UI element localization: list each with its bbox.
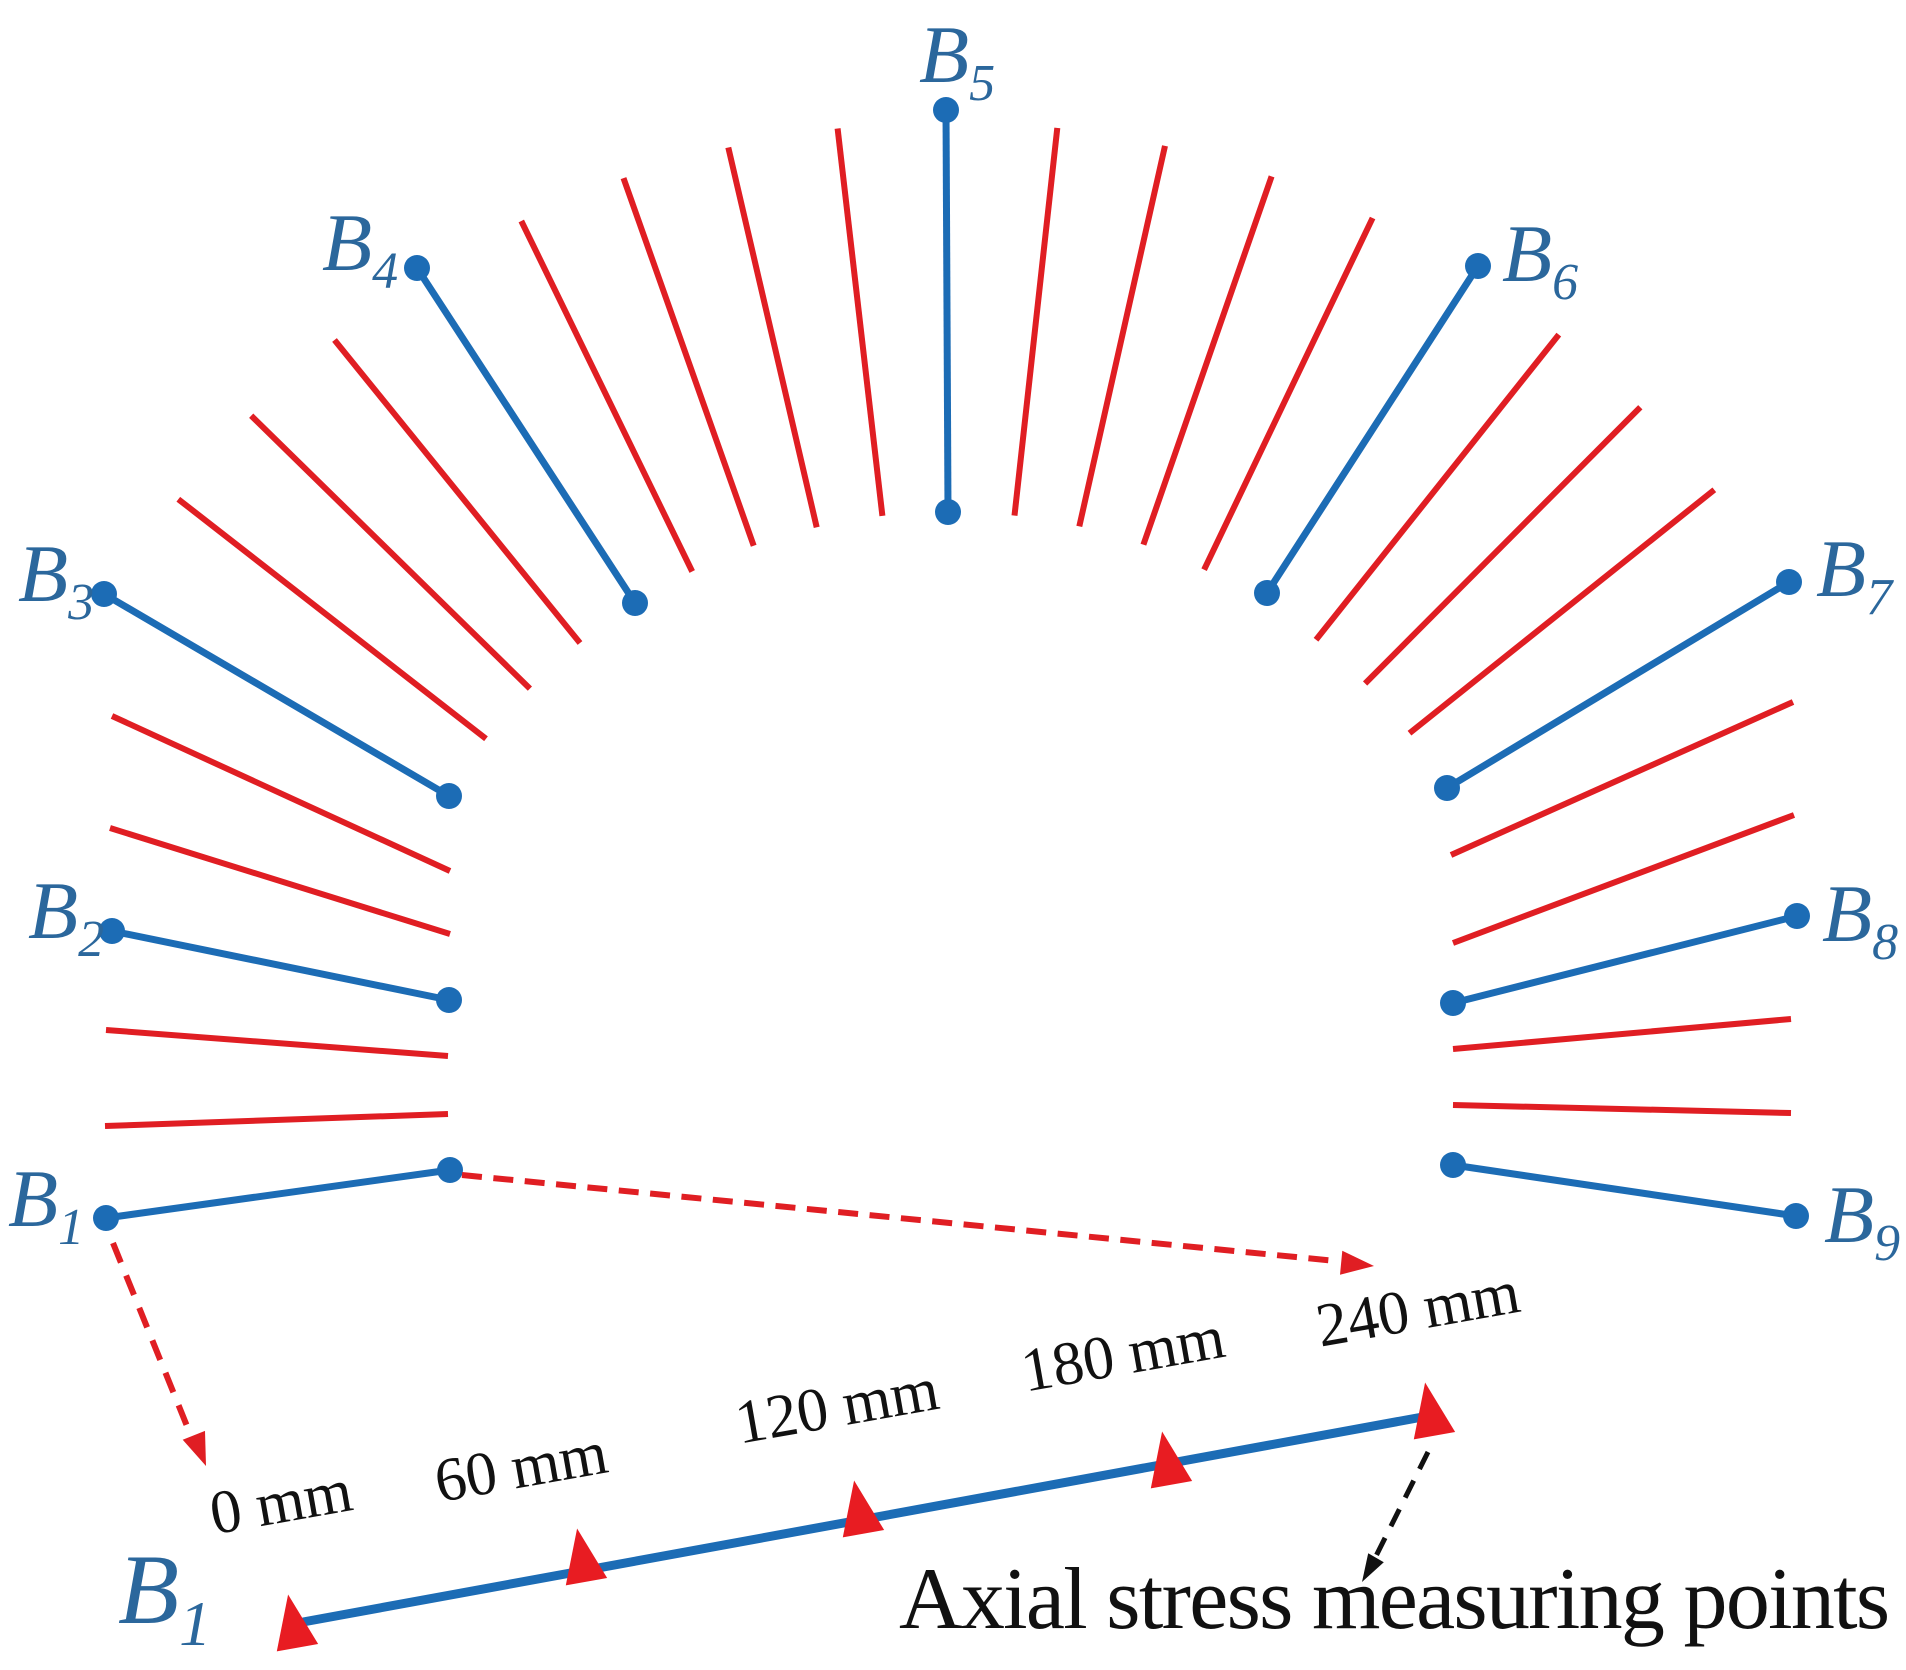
svg-text:B5: B5: [919, 9, 995, 112]
svg-text:Axial stress measuring points: Axial stress measuring points: [899, 1551, 1888, 1648]
svg-text:B8: B8: [1822, 868, 1898, 971]
